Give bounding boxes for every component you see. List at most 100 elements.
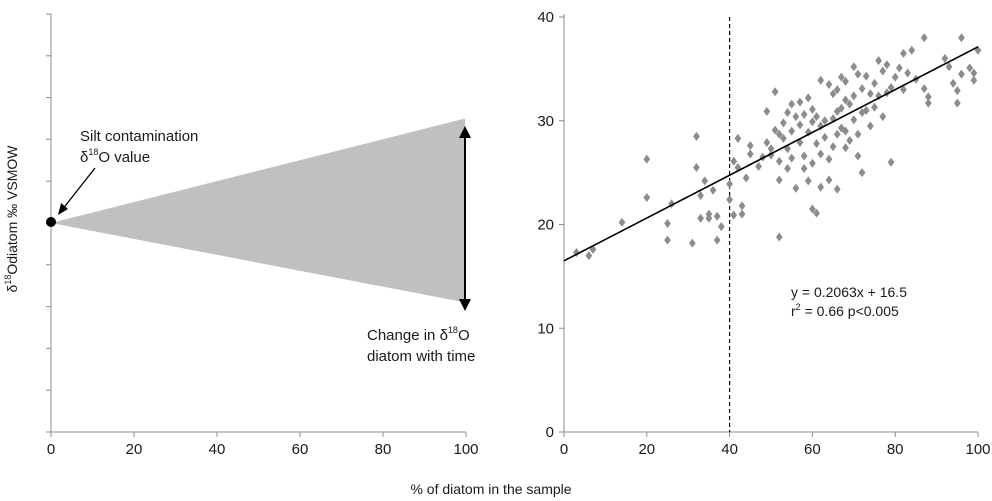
scatter-point: [904, 68, 911, 78]
scatter-point: [858, 84, 866, 94]
scatter-point: [850, 115, 858, 125]
scatter-point: [809, 104, 816, 114]
scatter-point: [709, 185, 717, 195]
scatter-point: [738, 209, 746, 219]
scatter-point: [970, 68, 978, 78]
scatter-point: [871, 102, 878, 112]
scatter-point: [585, 251, 593, 261]
scatter-point: [713, 235, 721, 245]
right-y-tick-label: 40: [537, 9, 554, 26]
silt-arrow-head: [58, 203, 68, 215]
right-x-tick-label: 0: [560, 441, 568, 458]
scatter-point: [825, 154, 833, 164]
r-squared-text: r2 = 0.66 p<0.005: [791, 302, 899, 319]
scatter-point: [821, 132, 829, 142]
scatter-point: [788, 126, 796, 136]
left-x-tick-label: 0: [47, 441, 55, 458]
change-arrow-head-top: [459, 126, 471, 138]
scatter-point: [970, 75, 978, 85]
right-y-tick-label: 20: [537, 217, 554, 234]
scatter-point: [817, 149, 825, 159]
change-annotation-line2: diatom with time: [367, 348, 475, 365]
right-x-tick-label: 40: [721, 441, 738, 458]
scatter-point: [788, 99, 796, 109]
scatter-point: [958, 33, 965, 43]
scatter-point: [775, 232, 783, 242]
scatter-point: [697, 190, 704, 200]
scatter-point: [726, 179, 733, 189]
scatter-point: [829, 142, 837, 152]
scatter-point: [866, 121, 874, 131]
scatter-point: [809, 117, 816, 127]
change-arrow-head-bottom: [459, 299, 471, 311]
regression-equation: y = 0.2063x + 16.5: [791, 284, 907, 300]
scatter-point: [842, 76, 849, 86]
left-x-ticks: 0 20 40 60 80 100: [47, 432, 479, 458]
left-x-tick-label: 100: [453, 441, 478, 458]
scatter-point: [900, 85, 907, 95]
scatter-point: [966, 63, 974, 73]
scatter-point: [825, 79, 833, 89]
scatter-point: [775, 156, 783, 166]
scatter-point: [846, 135, 854, 145]
left-y-ticks: [46, 13, 51, 433]
silt-annotation-line1: Silt contamination: [80, 128, 198, 145]
scatter-point: [842, 143, 849, 153]
scatter-point: [838, 103, 845, 113]
scatter-point: [697, 213, 704, 223]
scatter-point: [804, 176, 812, 186]
scatter-point: [734, 133, 742, 143]
left-y-axis-label: δ18Odiatom ‰ VSMOW: [3, 145, 20, 293]
scatter-point: [746, 149, 754, 159]
scatter-point: [920, 84, 928, 94]
scatter-point: [717, 222, 725, 232]
scatter-point: [908, 45, 916, 55]
scatter-point: [780, 133, 787, 143]
scatter-point: [854, 69, 862, 79]
right-x-tick-label: 20: [638, 441, 655, 458]
scatter-point: [887, 157, 895, 167]
scatter-point: [792, 112, 800, 122]
scatter-point: [771, 87, 779, 97]
scatter-point: [701, 176, 709, 186]
scatter-point: [924, 92, 932, 102]
scatter-point: [726, 195, 733, 205]
right-x-tick-label: 60: [804, 441, 821, 458]
scatter-point: [879, 112, 887, 122]
scatter-point: [573, 248, 580, 258]
scatter-point: [763, 106, 771, 116]
scatter-point: [842, 95, 849, 105]
scatter-point: [767, 144, 775, 154]
scatter-point: [817, 182, 825, 192]
scatter-point: [953, 98, 961, 108]
scatter-point: [920, 33, 928, 43]
scatter-point: [891, 72, 899, 82]
silt-annotation-line2: δ18O value: [80, 147, 150, 166]
scatter-point: [796, 97, 804, 107]
left-x-tick-label: 20: [126, 441, 143, 458]
scatter-point: [804, 93, 812, 103]
shared-x-axis-label: % of diatom in the sample: [410, 481, 571, 497]
right-y-tick-label: 10: [537, 320, 554, 337]
scatter-point: [664, 235, 671, 245]
scatter-point: [854, 151, 862, 161]
scatter-point: [775, 175, 783, 185]
left-x-tick-label: 60: [292, 441, 309, 458]
scatter-point: [730, 156, 738, 166]
right-x-ticks: 0 20 40 60 80 100: [560, 432, 991, 458]
scatter-point: [949, 78, 957, 88]
scatter-point: [833, 184, 841, 194]
right-panel: 0 10 20 30 40 0 20 40 60 80 100 y = 0.2063x + 16.…: [537, 9, 990, 458]
scatter-point: [813, 112, 820, 122]
scatter-point: [800, 151, 808, 161]
scatter-point: [738, 201, 746, 211]
scatter-point: [858, 168, 866, 178]
scatter-point: [833, 129, 841, 139]
right-y-tick-label: 30: [537, 113, 554, 130]
scatter-point: [945, 62, 953, 72]
scatter-point: [813, 208, 820, 218]
scatter-point: [850, 62, 858, 72]
scatter-point: [862, 71, 870, 81]
scatter-point: [664, 218, 671, 228]
